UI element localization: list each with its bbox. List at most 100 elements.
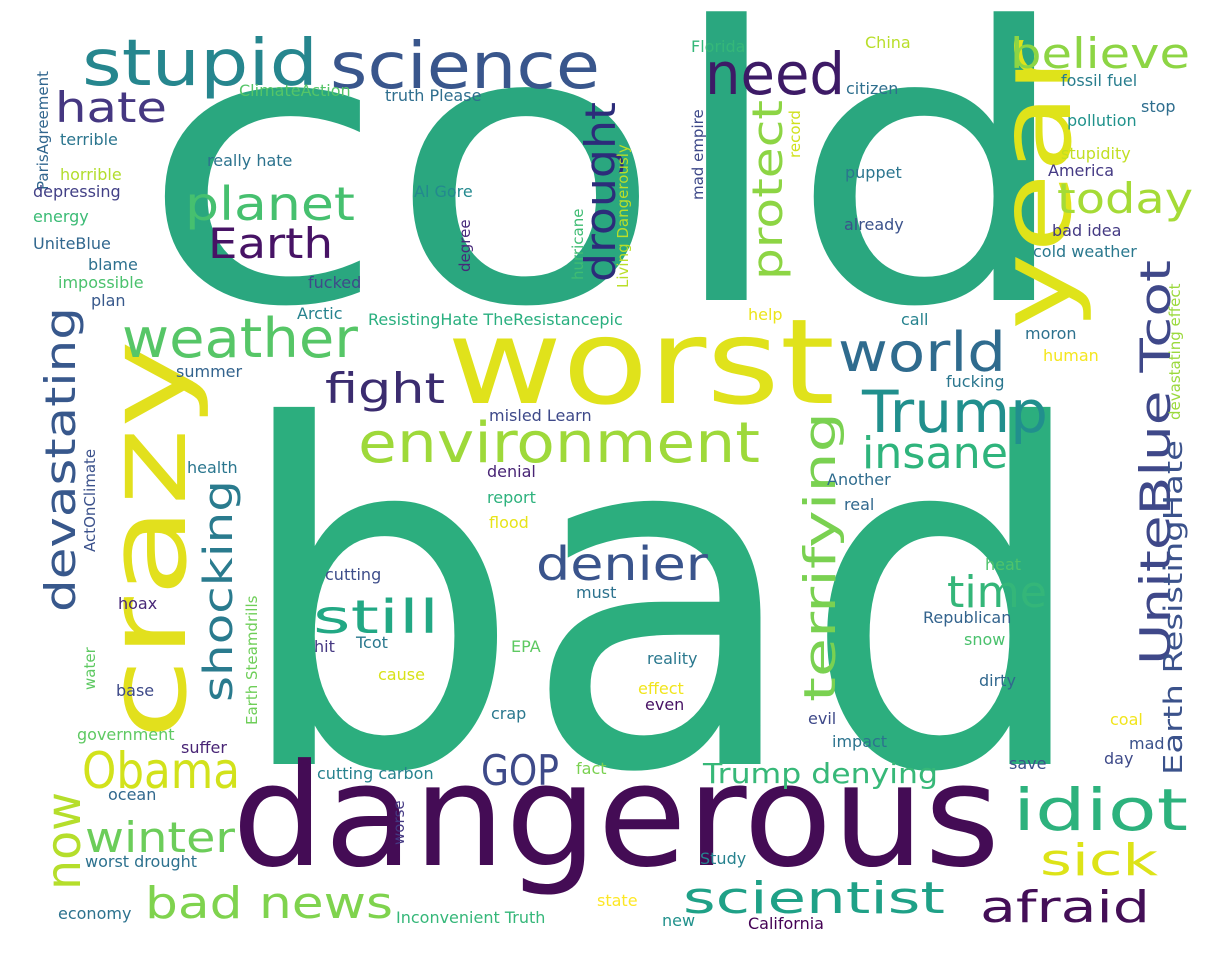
word-human: human	[1043, 346, 1099, 365]
word-fossil-fuel: fossil fuel	[1061, 71, 1137, 90]
word-flood: flood	[489, 513, 529, 532]
word-really-hate: really hate	[207, 151, 292, 170]
word-pollution: pollution	[1067, 111, 1137, 130]
word-America: America	[1048, 161, 1114, 180]
word-crazy: crazy	[83, 340, 211, 740]
word-hurricane: hurricane	[569, 209, 587, 280]
word-fucking: fucking	[946, 372, 1005, 391]
word-help: help	[748, 305, 783, 324]
word-planet: planet	[185, 177, 355, 231]
word-fight: fight	[325, 364, 445, 413]
word-cause: cause	[378, 665, 425, 684]
word-horrible: horrible	[60, 165, 122, 184]
word-call: call	[901, 310, 929, 329]
word-dirty: dirty	[979, 671, 1016, 690]
word-EPA: EPA	[511, 637, 541, 656]
word-time: time	[947, 567, 1047, 618]
word-day: day	[1104, 749, 1133, 768]
word-health: health	[187, 458, 238, 477]
word-insane: insane	[862, 428, 1008, 479]
word-believe: believe	[1010, 29, 1190, 78]
word-Al-Gore: Al Gore	[414, 182, 473, 201]
word-save: save	[1009, 754, 1046, 773]
word-dangerous: dangerous	[232, 734, 1000, 899]
word-bad-idea: bad idea	[1052, 221, 1121, 240]
word-depressing: depressing	[33, 182, 121, 201]
word-weather: weather	[122, 307, 359, 370]
word-need: need	[705, 40, 845, 108]
word-effect: effect	[638, 679, 684, 698]
word-terrible: terrible	[60, 130, 118, 149]
word-scientist: scientist	[683, 873, 945, 924]
word-winter: winter	[85, 813, 236, 862]
word-economy: economy	[58, 904, 131, 923]
word-summer: summer	[176, 362, 242, 381]
word-base: base	[116, 681, 154, 700]
word-now: now	[36, 792, 92, 890]
word-reality: reality	[647, 649, 698, 668]
word-plan: plan	[91, 291, 126, 310]
word-environment: environment	[358, 411, 760, 476]
word-ParisAgreement: ParisAgreement	[34, 71, 52, 190]
word-water: water	[81, 646, 99, 690]
word-impact: impact	[832, 732, 887, 751]
word-Earth-ResistingHate: Earth ResistingHate	[1159, 440, 1189, 775]
word-ResistingHate-TheResistancepic: ResistingHate TheResistancepic	[368, 310, 623, 329]
word-Study: Study	[700, 849, 746, 868]
word-bad: bad	[232, 328, 1092, 875]
word-coal: coal	[1110, 710, 1143, 729]
word-drought: drought	[576, 102, 625, 282]
word-worst-drought: worst drought	[85, 852, 197, 871]
word-citizen: citizen	[846, 79, 898, 98]
word-cold-weather: cold weather	[1033, 242, 1137, 261]
word-stupidity: stupidity	[1061, 144, 1131, 163]
word-truth-Please: truth Please	[385, 86, 481, 105]
word-state: state	[597, 891, 638, 910]
word-Trump-denying: Trump denying	[702, 757, 938, 790]
word-hate: hate	[55, 83, 167, 132]
word-stop: stop	[1141, 97, 1176, 116]
word-world: world	[838, 321, 1006, 384]
word-Obama: Obama	[82, 742, 240, 800]
word-Another: Another	[827, 470, 891, 489]
word-denier: denier	[536, 537, 708, 591]
word-worst: worst	[447, 293, 835, 431]
word-Arctic: Arctic	[297, 304, 342, 323]
word-cold: cold	[140, 0, 1075, 390]
word-hit: hit	[314, 637, 335, 656]
word-government: government	[77, 725, 175, 744]
word-must: must	[576, 583, 616, 602]
word-report: report	[487, 488, 536, 507]
word-ClimateAction: ClimateAction	[239, 81, 351, 100]
word-devastating: devastating	[36, 307, 85, 612]
word-bad-news: bad news	[145, 878, 393, 929]
word-fucked: fucked	[308, 273, 361, 292]
word-UniteBlue-Tcot: UniteBlue Tcot	[1131, 260, 1180, 665]
word-evil: evil	[808, 709, 836, 728]
word-mad: mad	[1129, 734, 1165, 753]
word-sick: sick	[1040, 835, 1159, 886]
word-afraid: afraid	[980, 882, 1150, 933]
word-Trump: Trump	[861, 378, 1048, 446]
word-Living-Dangerously: Living Dangerously	[614, 144, 632, 288]
word-shocking: shocking	[196, 480, 242, 702]
word-record: record	[786, 110, 804, 158]
word-Florida: Florida	[691, 37, 745, 56]
word-ocean: ocean	[108, 785, 156, 804]
word-ActOnClimate: ActOnClimate	[81, 449, 99, 552]
word-cutting-carbon: cutting carbon	[317, 764, 434, 783]
word-blame: blame	[88, 255, 138, 274]
word-energy: energy	[33, 207, 89, 226]
word-UniteBlue: UniteBlue	[33, 234, 111, 253]
word-year: year	[977, 39, 1094, 330]
word-GOP: GOP	[481, 746, 559, 795]
word-stupid: stupid	[82, 27, 318, 101]
word-suffer: suffer	[181, 738, 227, 757]
word-degree: degree	[456, 219, 474, 272]
word-heat: heat	[985, 555, 1021, 574]
word-worse: worse	[390, 800, 408, 845]
word-Earth: Earth	[208, 219, 333, 268]
word-China: China	[865, 33, 911, 52]
